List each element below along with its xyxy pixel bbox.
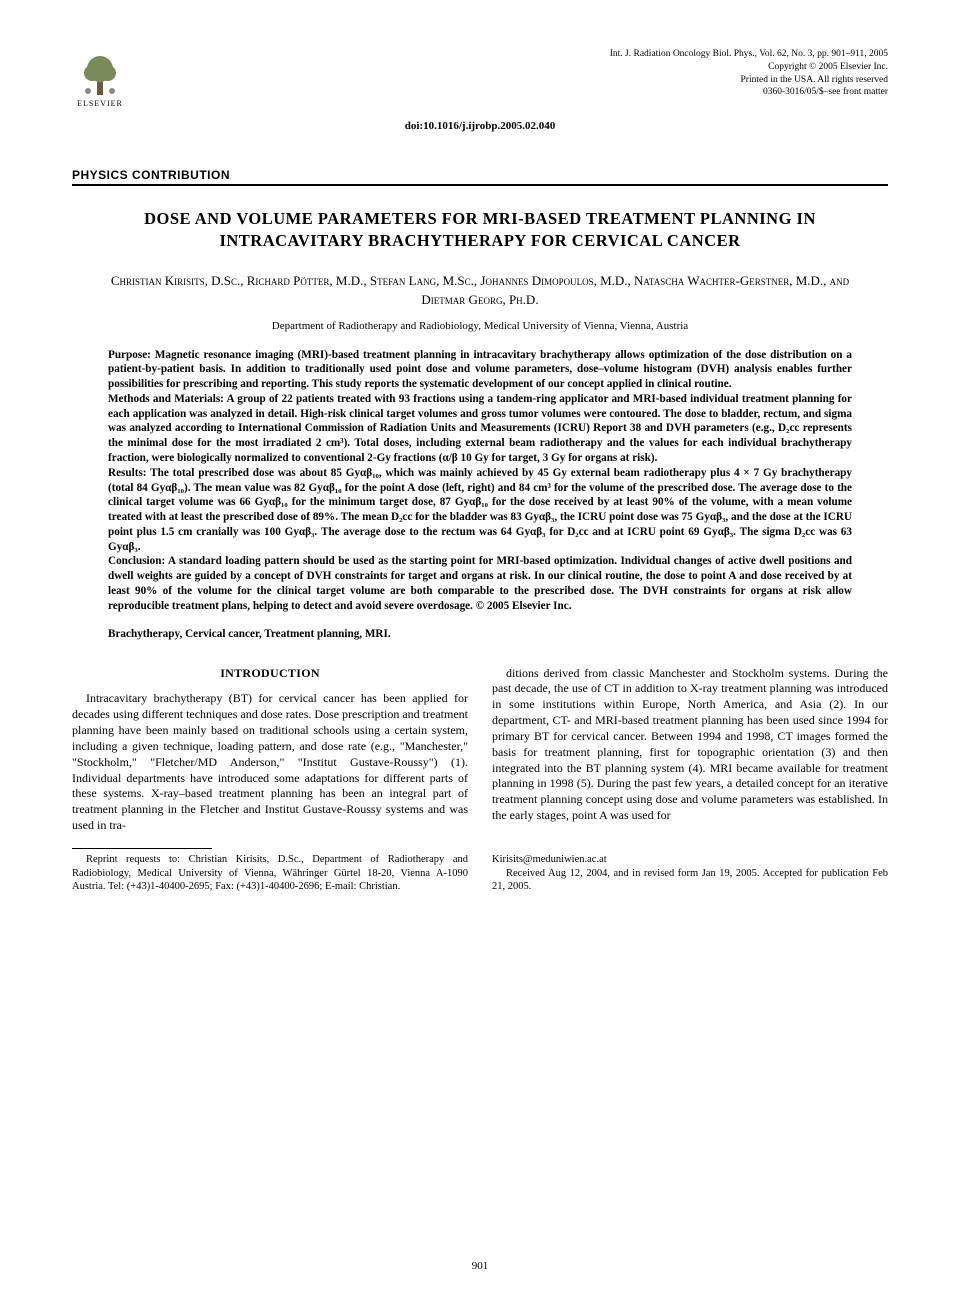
abstract-purpose: Purpose: Magnetic resonance imaging (MRI… xyxy=(108,349,852,391)
publisher-logo: ELSEVIER xyxy=(72,48,128,112)
section-rule xyxy=(72,184,888,186)
publisher-name: ELSEVIER xyxy=(77,99,123,108)
abstract-conclusion: Conclusion: A standard loading pattern s… xyxy=(108,555,852,611)
keywords: Brachytherapy, Cervical cancer, Treatmen… xyxy=(108,628,852,640)
affiliation: Department of Radiotherapy and Radiobiol… xyxy=(72,320,888,332)
journal-line: 0360-3016/05/$–see front matter xyxy=(610,86,888,99)
abstract-results: Results: The total prescribed dose was a… xyxy=(108,467,852,553)
reprint-request: Reprint requests to: Christian Kirisits,… xyxy=(72,853,468,894)
elsevier-tree-icon xyxy=(80,53,120,97)
abstract: Purpose: Magnetic resonance imaging (MRI… xyxy=(108,348,852,614)
footnote-rule xyxy=(72,848,212,849)
abstract-methods: Methods and Materials: A group of 22 pat… xyxy=(108,393,852,464)
column-left: INTRODUCTION Intracavitary brachytherapy… xyxy=(72,666,468,834)
footnote-left: Reprint requests to: Christian Kirisits,… xyxy=(72,853,468,894)
intro-heading: INTRODUCTION xyxy=(72,666,468,682)
header-row: ELSEVIER Int. J. Radiation Oncology Biol… xyxy=(72,48,888,112)
reprint-email: Kirisits@meduniwien.ac.at xyxy=(492,853,888,867)
authors: Christian Kirisits, D.Sc., Richard Pötte… xyxy=(92,271,868,310)
journal-line: Printed in the USA. All rights reserved xyxy=(610,74,888,87)
footnote-right: Kirisits@meduniwien.ac.at Received Aug 1… xyxy=(492,853,888,894)
received-dates: Received Aug 12, 2004, and in revised fo… xyxy=(492,867,888,894)
footnotes: Reprint requests to: Christian Kirisits,… xyxy=(72,853,888,894)
doi: doi:10.1016/j.ijrobp.2005.02.040 xyxy=(72,120,888,132)
paper-title: DOSE AND VOLUME PARAMETERS FOR MRI-BASED… xyxy=(108,208,852,253)
intro-text-left: Intracavitary brachytherapy (BT) for cer… xyxy=(72,691,468,833)
section-label: PHYSICS CONTRIBUTION xyxy=(72,168,888,182)
journal-line: Copyright © 2005 Elsevier Inc. xyxy=(610,61,888,74)
journal-line: Int. J. Radiation Oncology Biol. Phys., … xyxy=(610,48,888,61)
column-right: ditions derived from classic Manchester … xyxy=(492,666,888,834)
body-columns: INTRODUCTION Intracavitary brachytherapy… xyxy=(72,666,888,834)
journal-info: Int. J. Radiation Oncology Biol. Phys., … xyxy=(610,48,888,99)
intro-text-right: ditions derived from classic Manchester … xyxy=(492,666,888,824)
page-number: 901 xyxy=(472,1260,489,1272)
